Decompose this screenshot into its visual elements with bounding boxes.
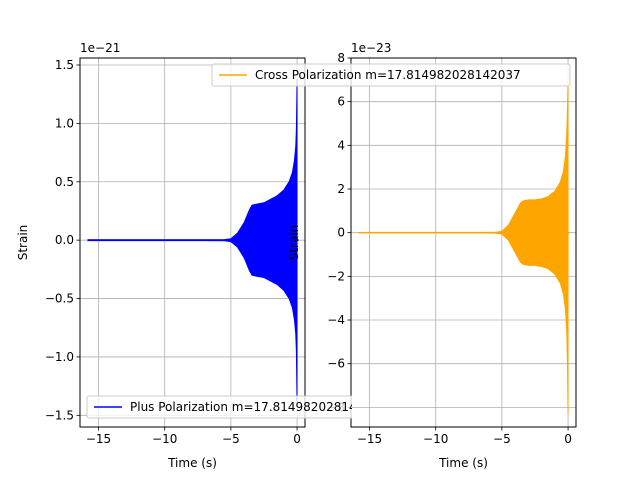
x-tick-label: −10	[152, 432, 177, 446]
y-tick-label: −6	[327, 357, 345, 371]
right-axes-frame	[350, 57, 577, 428]
left-axes-frame	[79, 57, 306, 428]
x-tick-label: −5	[493, 432, 511, 446]
x-tick-label: −5	[222, 432, 240, 446]
left-x-ticks: −15 −10 −5 0	[86, 427, 301, 446]
left-y-axis-label: Strain	[16, 225, 30, 261]
x-tick-label: −15	[357, 432, 382, 446]
y-tick-label: 6	[337, 95, 345, 109]
x-tick-label: 0	[293, 432, 301, 446]
y-tick-label: 0	[337, 226, 345, 240]
right-offset-text: 1e−23	[351, 41, 391, 55]
y-tick-label: 4	[337, 138, 345, 152]
y-tick-label: −1.5	[45, 408, 74, 422]
series-envelope	[358, 79, 569, 414]
y-tick-label: −0.5	[45, 292, 74, 306]
right-series	[358, 79, 570, 414]
legend-label: Cross Polarization m=17.814982028142037	[255, 68, 521, 82]
y-tick-label: 8	[337, 51, 345, 65]
cross-polarization-legend: Cross Polarization m=17.814982028142037	[211, 63, 571, 87]
x-tick-label: 0	[564, 432, 572, 446]
right-x-ticks: −15 −10 −5 0	[357, 427, 572, 446]
left-offset-text: 1e−21	[80, 41, 120, 55]
right-plot-area	[351, 57, 576, 427]
right-x-axis-label: Time (s)	[438, 456, 488, 470]
legend-box	[86, 395, 352, 419]
y-tick-label: 0.5	[55, 175, 74, 189]
y-tick-label: 1.5	[55, 58, 74, 72]
y-tick-label: −4	[327, 313, 345, 327]
left-subplot: −15 −10 −5 0 −1.5 −1.0 −0.5 0.0 0.5 1.0 1.5 Time …	[16, 41, 306, 470]
left-x-axis-label: Time (s)	[167, 456, 217, 470]
y-tick-label: 1.0	[55, 116, 74, 130]
right-y-axis-label: Strain	[287, 225, 301, 261]
y-tick-label: 2	[337, 182, 345, 196]
x-tick-label: −10	[423, 432, 448, 446]
x-tick-label: −15	[86, 432, 111, 446]
y-tick-label: −1.0	[45, 350, 74, 364]
left-y-ticks: −1.5 −1.0 −0.5 0.0 0.5 1.0 1.5	[45, 58, 80, 422]
legend-label: Plus Polarization m=17.814982028142037	[130, 400, 387, 414]
plus-polarization-legend: Plus Polarization m=17.814982028142037	[86, 395, 387, 419]
legend-box	[211, 63, 571, 87]
y-tick-label: 0.0	[55, 233, 74, 247]
y-tick-label: −2	[327, 269, 345, 283]
